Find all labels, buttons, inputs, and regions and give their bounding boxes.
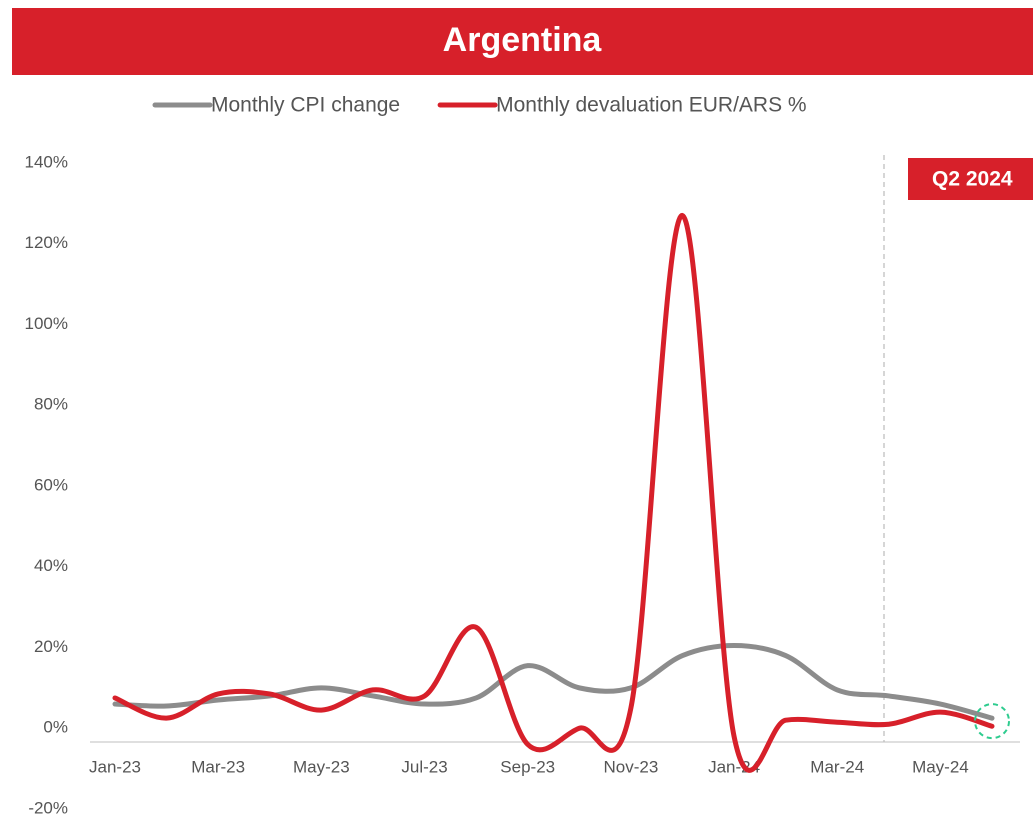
y-tick-label: 60%	[34, 475, 68, 494]
y-tick-label: -20%	[28, 798, 68, 817]
y-tick-label: 140%	[25, 152, 68, 171]
line-series	[112, 212, 995, 773]
title-banner	[12, 8, 1033, 75]
x-tick-label: May-24	[912, 757, 969, 776]
y-tick-label: 120%	[25, 233, 68, 252]
y-tick-label: 100%	[25, 314, 68, 333]
x-tick-label: Sep-23	[500, 757, 555, 776]
chart-title: Argentina	[443, 21, 603, 59]
x-tick-label: Jan-23	[89, 757, 141, 776]
y-tick-label: 20%	[34, 637, 68, 656]
x-tick-label: Jul-23	[401, 757, 447, 776]
y-tick-label: 40%	[34, 556, 68, 575]
x-tick-label: Mar-23	[191, 757, 245, 776]
x-tick-label: Mar-24	[810, 757, 864, 776]
legend-label: Monthly CPI change	[211, 94, 400, 117]
y-tick-label: 80%	[34, 395, 68, 414]
highlight-circle	[974, 703, 1010, 740]
x-tick-label: May-23	[293, 757, 350, 776]
annotation: Q2 2024	[932, 168, 1013, 191]
annotation-box	[908, 158, 1033, 200]
legend-label: Monthly devaluation EUR/ARS %	[496, 94, 806, 117]
x-tick-label: Nov-23	[603, 757, 658, 776]
line-series	[112, 642, 995, 721]
y-tick-label: 0%	[43, 718, 68, 737]
